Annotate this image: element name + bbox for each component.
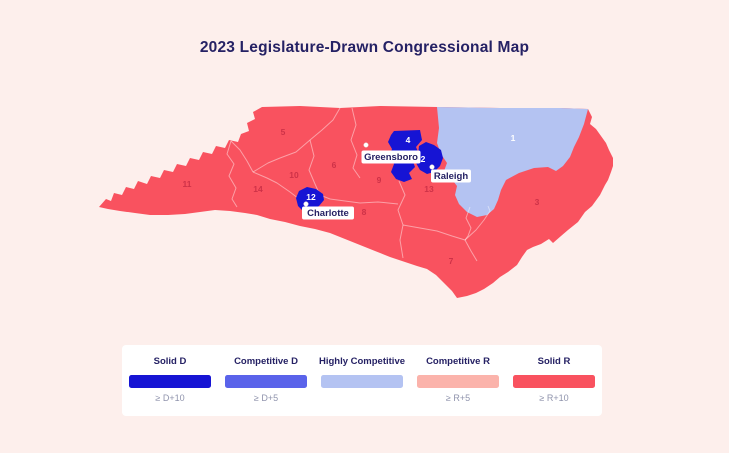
legend-label-solid-d: Solid D	[153, 356, 187, 367]
district-label-8: 8	[362, 207, 367, 217]
district-1-shape[interactable]	[437, 107, 588, 217]
district-label-13: 13	[424, 184, 434, 194]
district-label-6: 6	[332, 160, 337, 170]
district-label-10: 10	[289, 170, 299, 180]
charlotte-label-text: Charlotte	[307, 208, 349, 219]
legend-swatch-solid-d	[129, 375, 211, 388]
legend-item-solid-r: Solid R ≥ R+10	[506, 356, 602, 416]
legend-item-solid-d: Solid D ≥ D+10	[122, 356, 218, 416]
legend-label-highly-competitive: Highly Competitive	[318, 356, 406, 367]
legend-label-solid-r: Solid R	[537, 356, 571, 367]
raleigh-city-dot	[429, 164, 435, 170]
district-label-3: 3	[535, 197, 540, 207]
district-label-5: 5	[281, 127, 286, 137]
district-label-9: 9	[377, 175, 382, 185]
legend-sublabel-solid-d: ≥ D+10	[155, 393, 185, 403]
greensboro-city-label: Greensboro	[361, 150, 421, 164]
raleigh-city-label: Raleigh	[431, 169, 471, 183]
district-label-11: 11	[183, 179, 192, 189]
district-label-7: 7	[449, 256, 454, 266]
legend-swatch-competitive-d	[225, 375, 307, 388]
legend-label-competitive-d: Competitive D	[234, 356, 298, 367]
district-boundaries	[226, 107, 491, 262]
charlotte-city-dot	[303, 201, 309, 207]
raleigh-label-text: Raleigh	[434, 171, 469, 182]
district-label-12: 12	[306, 192, 316, 202]
district-label-2: 2	[421, 154, 426, 164]
district-2-shape[interactable]	[416, 142, 443, 174]
legend-swatch-solid-r	[513, 375, 595, 388]
legend-sublabel-competitive-d: ≥ D+5	[253, 393, 279, 403]
district-label-1: 1	[511, 133, 516, 143]
charlotte-city-label: Charlotte	[302, 206, 354, 220]
legend-item-competitive-r: Competitive R ≥ R+5	[410, 356, 506, 416]
legend-swatch-competitive-r	[417, 375, 499, 388]
district-label-14: 14	[253, 184, 263, 194]
legend-item-competitive-d: Competitive D ≥ D+5	[218, 356, 314, 416]
legend-card: Solid D ≥ D+10 Competitive D ≥ D+5 Highl…	[122, 345, 602, 416]
district-label-4: 4	[406, 135, 411, 145]
legend-label-competitive-r: Competitive R	[426, 356, 490, 367]
greensboro-label-text: Greensboro	[364, 152, 418, 163]
legend-sublabel-competitive-r: ≥ R+5	[445, 393, 471, 403]
district-12-shape[interactable]	[296, 187, 324, 212]
legend-swatch-highly-competitive	[321, 375, 403, 388]
legend-sublabel-solid-r: ≥ R+10	[539, 393, 569, 403]
greensboro-city-dot	[363, 142, 369, 148]
legend-item-highly-competitive: Highly Competitive	[314, 356, 410, 416]
page-title: 2023 Legislature-Drawn Congressional Map	[199, 39, 530, 56]
